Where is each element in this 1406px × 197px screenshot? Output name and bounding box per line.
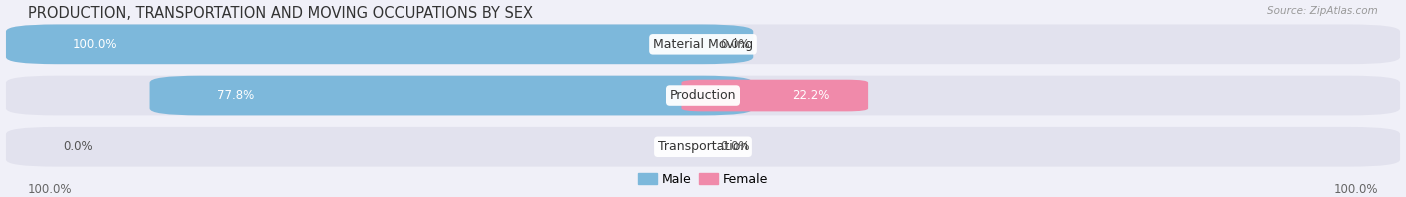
FancyBboxPatch shape — [682, 80, 868, 111]
FancyBboxPatch shape — [149, 76, 754, 115]
Text: Material Moving: Material Moving — [652, 38, 754, 51]
Text: Transportation: Transportation — [658, 140, 748, 153]
Legend: Male, Female: Male, Female — [633, 168, 773, 191]
Text: Source: ZipAtlas.com: Source: ZipAtlas.com — [1267, 6, 1378, 16]
Text: Production: Production — [669, 89, 737, 102]
FancyBboxPatch shape — [6, 24, 754, 64]
Text: 0.0%: 0.0% — [720, 140, 749, 153]
Text: 100.0%: 100.0% — [73, 38, 118, 51]
Text: 0.0%: 0.0% — [63, 140, 93, 153]
Text: 22.2%: 22.2% — [793, 89, 830, 102]
Text: 100.0%: 100.0% — [1333, 183, 1378, 196]
FancyBboxPatch shape — [6, 127, 1400, 167]
FancyBboxPatch shape — [6, 76, 1400, 115]
Text: 0.0%: 0.0% — [720, 38, 749, 51]
Text: PRODUCTION, TRANSPORTATION AND MOVING OCCUPATIONS BY SEX: PRODUCTION, TRANSPORTATION AND MOVING OC… — [28, 6, 533, 21]
Text: 77.8%: 77.8% — [217, 89, 254, 102]
FancyBboxPatch shape — [6, 24, 1400, 64]
Text: 100.0%: 100.0% — [28, 183, 73, 196]
